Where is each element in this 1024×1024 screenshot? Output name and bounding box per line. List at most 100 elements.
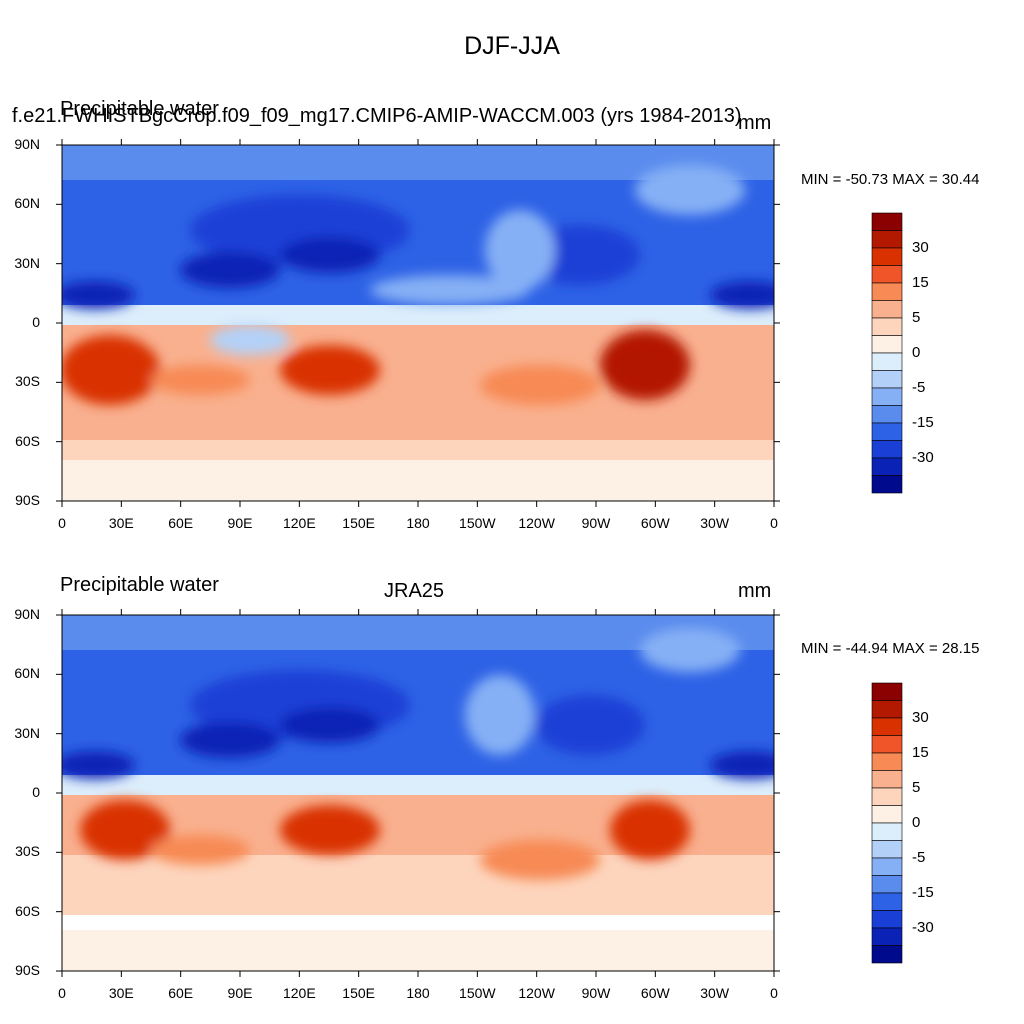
panel1-field: [62, 145, 774, 501]
colorbar-swatch: [871, 352, 903, 371]
colorbar-swatch: [871, 317, 903, 336]
panel1-min-max: MIN = -50.73 MAX = 30.44: [801, 171, 980, 188]
colorbar-swatch: [871, 927, 903, 946]
panel1-lon-label: 60E: [168, 515, 194, 531]
panel1-lon-label: 30E: [108, 515, 134, 531]
panel2-lon-label: 0: [770, 985, 778, 1001]
panel2-colorbar-label: 30: [912, 709, 929, 726]
panel2-lon-label: 60W: [640, 985, 670, 1001]
panel1-lat-label: 30N: [14, 254, 40, 271]
panel2-lon-label: 30E: [108, 985, 134, 1001]
panel2-lon-label: 150E: [342, 985, 375, 1001]
panel2-lat-label: 90N: [14, 606, 40, 622]
colorbar-swatch: [871, 700, 903, 719]
panel2-lon-label: 0: [58, 985, 66, 1001]
panel1-center-title: f.e21.FWHISTBgcCrop.f09_f09_mg17.CMIP6-A…: [12, 105, 742, 127]
panel2-lat-label: 30N: [14, 724, 40, 741]
colorbar-swatch: [871, 682, 903, 701]
panel1-colorbar-label: 30: [912, 239, 929, 256]
panel1-lat-label: 30S: [15, 373, 40, 390]
colorbar-swatch: [871, 787, 903, 806]
colorbar-swatch: [871, 335, 903, 354]
panel1-colorbar-label: 0: [912, 344, 921, 361]
panel2-colorbar: [871, 682, 903, 964]
panel2-colorbar-label: -30: [912, 919, 934, 936]
colorbar-swatch: [871, 370, 903, 389]
colorbar-swatch: [871, 405, 903, 424]
colorbar-swatch: [871, 752, 903, 771]
panel1-lon-label: 120E: [282, 515, 316, 531]
colorbar-swatch: [871, 945, 903, 964]
panel2-lat-label: 30S: [15, 843, 40, 860]
panel2-lon-label: 120E: [282, 985, 316, 1001]
colorbar-swatch: [871, 770, 903, 789]
colorbar-swatch: [871, 875, 903, 894]
colorbar-swatch: [871, 440, 903, 459]
panel2-lon-label: 90W: [581, 985, 611, 1001]
colorbar-swatch: [871, 457, 903, 476]
colorbar-swatch: [871, 822, 903, 841]
panel1-lat-label: 60N: [14, 195, 40, 212]
colorbar-swatch: [871, 717, 903, 736]
colorbar-swatch: [871, 282, 903, 301]
panel1-colorbar-label: -30: [912, 449, 934, 466]
panel1-lon-label: 90E: [227, 515, 253, 531]
panel1-lon-label: 60W: [640, 515, 670, 531]
figure-title: DJF-JJA: [464, 32, 560, 60]
panel1-lat-label: 90N: [14, 136, 40, 152]
colorbar-swatch: [871, 247, 903, 266]
panel2-colorbar-label: 5: [912, 779, 921, 796]
panel2-units: mm: [738, 580, 772, 602]
panel1-lon-label: 90W: [581, 515, 611, 531]
panel1-colorbar: [871, 212, 903, 494]
colorbar-swatch: [871, 422, 903, 441]
colorbar-swatch: [871, 805, 903, 824]
panel2-colorbar-label: 15: [912, 744, 929, 761]
colorbar-swatch: [871, 387, 903, 406]
panel2-lat-label: 60S: [15, 902, 40, 919]
panel1-lon-label: 0: [770, 515, 778, 531]
colorbar-swatch: [871, 212, 903, 231]
panel2-lat-label: 60N: [14, 665, 40, 682]
colorbar-swatch: [871, 300, 903, 319]
panel2-left-title: Precipitable water: [60, 574, 219, 596]
panel1-left-title: Precipitable water: [60, 98, 219, 120]
panel1-colorbar-label: -5: [912, 379, 926, 396]
panel2-field: [62, 615, 774, 971]
panel1-lon-label: 120W: [518, 515, 555, 531]
panel2-colorbar-label: 0: [912, 814, 921, 831]
panel2-center-title: JRA25: [384, 580, 445, 602]
panel1-colorbar-label: -15: [912, 414, 934, 431]
colorbar-swatch: [871, 910, 903, 929]
panel1-axis-ticks: [56, 139, 780, 507]
panel2-colorbar-label: -15: [912, 884, 934, 901]
panel2-axis-ticks: [56, 609, 780, 977]
panel1-lat-label: 60S: [15, 432, 40, 449]
panel2-lon-label: 180: [406, 985, 430, 1001]
panel2-lon-label: 120W: [518, 985, 555, 1001]
panel1-lon-label: 150E: [342, 515, 375, 531]
panel2-lon-label: 30W: [700, 985, 730, 1001]
panel2-lat-label: 90S: [15, 962, 40, 978]
panel2-lat-label: 0: [32, 784, 40, 800]
colorbar-swatch: [871, 735, 903, 754]
panel2-colorbar-label: -5: [912, 849, 926, 866]
panel1-colorbar-label: 5: [912, 309, 921, 326]
panel2-min-max: MIN = -44.94 MAX = 28.15: [801, 640, 980, 657]
panel1-lon-label: 0: [58, 515, 66, 531]
colorbar-swatch: [871, 230, 903, 249]
panel2-lon-label: 90E: [227, 985, 253, 1001]
panel1-lon-label: 30W: [700, 515, 730, 531]
panel2-lon-label: 60E: [168, 985, 194, 1001]
colorbar-swatch: [871, 892, 903, 911]
panel1-lat-label: 90S: [15, 492, 40, 508]
colorbar-swatch: [871, 840, 903, 859]
panel1-lon-label: 150W: [459, 515, 496, 531]
colorbar-swatch: [871, 475, 903, 494]
colorbar-swatch: [871, 857, 903, 876]
panel1-lat-label: 0: [32, 314, 40, 330]
panel2-lon-label: 150W: [459, 985, 496, 1001]
panel1-colorbar-label: 15: [912, 274, 929, 291]
panel1-lon-label: 180: [406, 515, 430, 531]
